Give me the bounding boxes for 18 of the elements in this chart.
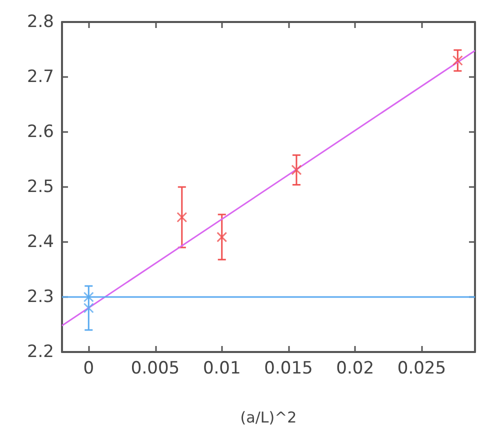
x-tick-label: 0.01 <box>202 358 241 378</box>
x-tick-label: 0 <box>83 358 94 378</box>
x-tick-label: 0.025 <box>397 358 446 378</box>
y-tick-label: 2.7 <box>26 67 54 87</box>
point <box>216 232 228 242</box>
y-tick-label: 2.3 <box>26 287 54 307</box>
y-tick-label: 2.4 <box>26 232 54 252</box>
point <box>176 212 188 222</box>
x-tick-label: 0.015 <box>264 358 313 378</box>
point <box>452 55 463 66</box>
x-axis-title: (a/L)^2 <box>240 408 297 426</box>
y-tick-label: 2.5 <box>26 177 54 197</box>
point <box>291 164 302 176</box>
x-tick-label: 0.005 <box>130 358 180 378</box>
y-tick-label: 2.6 <box>26 122 54 142</box>
x-tick-label: 0.02 <box>336 358 374 378</box>
y-tick-label: 2.2 <box>26 342 54 362</box>
y-tick-label: 2.8 <box>26 12 54 32</box>
